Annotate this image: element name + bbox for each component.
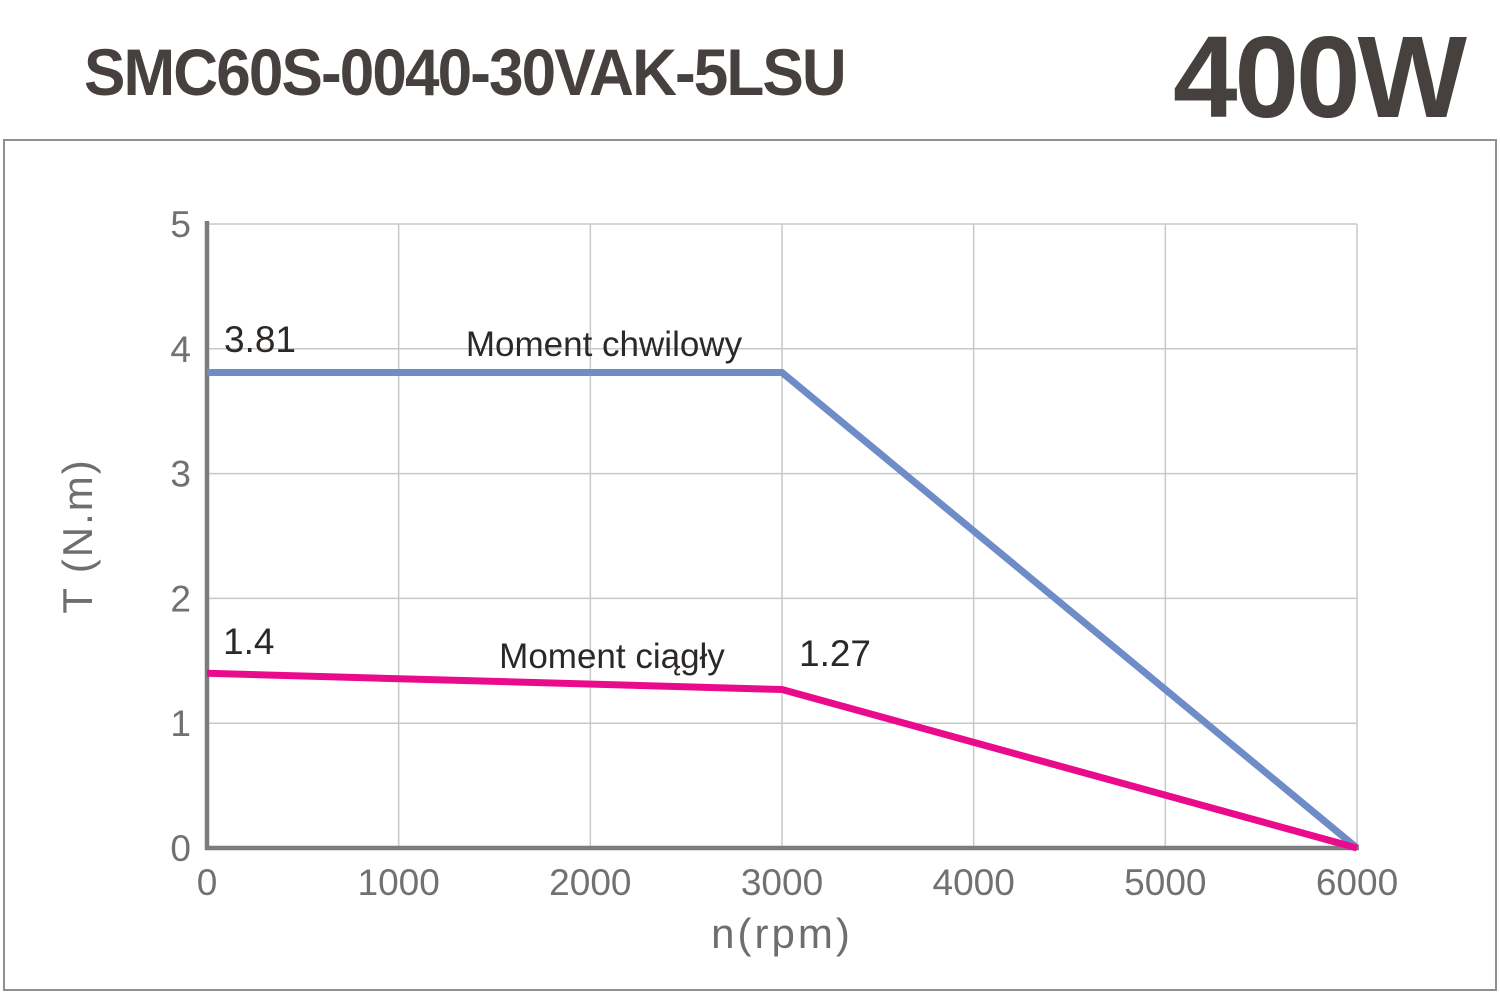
y-axis-title: T (N.m): [54, 458, 101, 614]
power-rating: 400W: [1172, 12, 1467, 142]
series-line-moment-chwilowy: [207, 369, 1360, 851]
annotation-moment-ci-g-y: Moment ciągły: [499, 637, 725, 676]
x-tick-label: 0: [197, 862, 218, 903]
annotation-1-4: 1.4: [223, 621, 274, 662]
x-tick-label: 3000: [741, 862, 823, 903]
annotation-moment-chwilowy: Moment chwilowy: [466, 325, 743, 364]
page-title: SMC60S-0040-30VAK-5LSU: [84, 35, 847, 109]
y-tick-label: 0: [170, 828, 191, 869]
y-tick-label: 4: [170, 329, 191, 370]
y-tick-label: 5: [170, 204, 191, 245]
x-tick-label: 4000: [933, 862, 1015, 903]
x-tick-label: 5000: [1124, 862, 1206, 903]
x-axis-title: n(rpm): [711, 910, 853, 957]
x-tick-label: 6000: [1316, 862, 1398, 903]
annotation-1-27: 1.27: [799, 633, 871, 674]
series-line-moment-ci-g-y: [206, 669, 1358, 852]
y-tick-label: 1: [170, 703, 191, 744]
y-tick-label: 2: [170, 578, 191, 619]
x-tick-label: 2000: [549, 862, 631, 903]
x-tick-label: 1000: [358, 862, 440, 903]
annotation-3-81: 3.81: [224, 319, 296, 360]
y-tick-label: 3: [170, 454, 191, 495]
